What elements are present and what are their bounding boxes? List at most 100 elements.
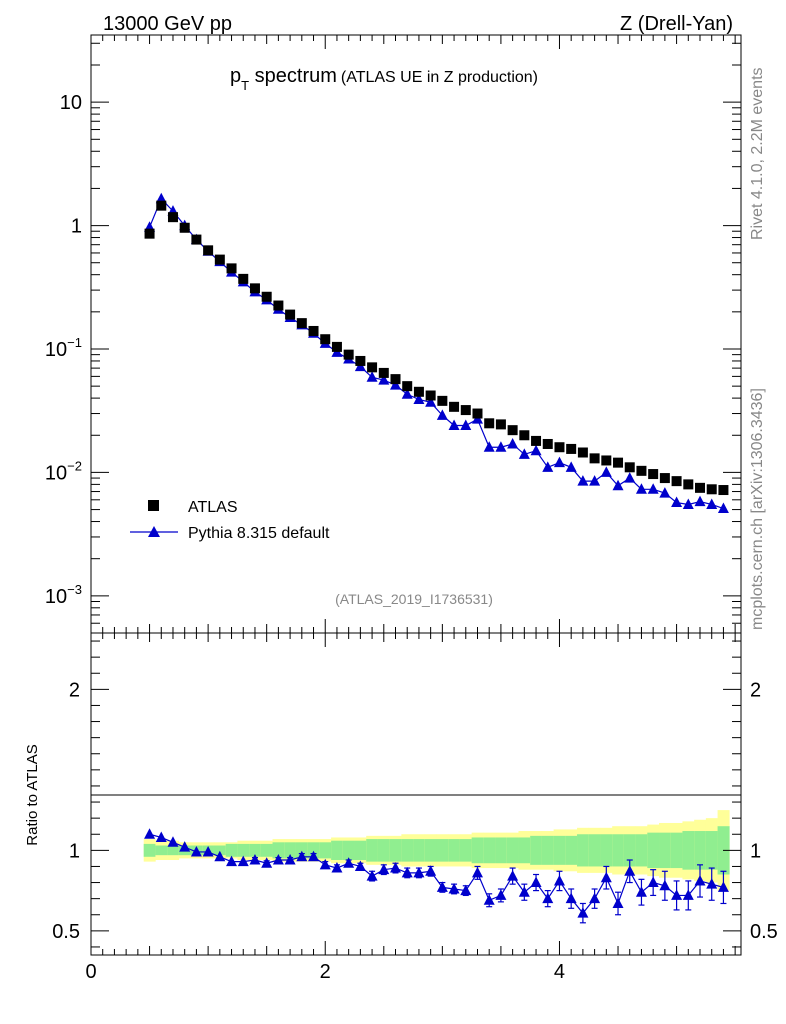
band-inner-bin	[623, 834, 636, 867]
atlas-point	[425, 390, 436, 401]
pythia-point	[612, 479, 624, 491]
pythia-point	[518, 448, 530, 459]
band-inner-bin	[459, 839, 472, 862]
ratio-point	[635, 886, 647, 897]
y-tick-label: 1	[71, 216, 82, 238]
band-inner-bin	[143, 843, 156, 857]
atlas-point	[343, 349, 354, 360]
band-inner-bin	[670, 832, 683, 869]
atlas-point	[613, 457, 624, 468]
ratio-y-tick-label-right: 0.5	[750, 921, 778, 943]
axis-ticks	[90, 35, 741, 955]
atlas-point	[695, 482, 706, 493]
band-inner-bin	[167, 845, 180, 856]
atlas-point	[413, 386, 424, 397]
pythia-point	[647, 483, 659, 494]
legend-marker-atlas	[148, 500, 159, 511]
ratio-point	[390, 862, 402, 873]
band-inner-bin	[377, 839, 390, 862]
x-tick-label: 0	[85, 961, 96, 983]
atlas-point	[683, 479, 694, 490]
ratio-point	[671, 889, 683, 900]
atlas-point	[554, 442, 565, 453]
ratio-point	[425, 865, 437, 876]
atlas-point	[601, 455, 612, 466]
atlas-point	[144, 228, 155, 239]
band-inner-bin	[635, 834, 648, 867]
ratio-point	[249, 854, 261, 865]
atlas-point	[296, 318, 307, 329]
atlas-point	[589, 453, 600, 464]
plot-title-p: p	[230, 65, 241, 87]
band-inner-bin	[354, 840, 367, 861]
atlas-point	[355, 355, 366, 366]
ratio-point	[436, 881, 448, 892]
atlas-point	[191, 234, 202, 245]
ratio-point	[659, 879, 671, 891]
ratio-point	[354, 860, 366, 871]
pythia-point	[378, 374, 390, 385]
band-inner-bin	[436, 839, 449, 862]
ratio-point	[331, 862, 343, 873]
ratio-point	[237, 855, 249, 867]
atlas-point	[566, 443, 577, 454]
band-inner-bin	[647, 832, 660, 869]
pythia-point	[366, 371, 378, 382]
pythia-point	[425, 396, 437, 407]
analysis-id: (ATLAS_2019_I1736531)	[335, 591, 493, 607]
header-left: 13000 GeV pp	[103, 13, 232, 35]
ratio-ylabel: Ratio to ATLAS	[24, 744, 41, 845]
ratio-point	[495, 889, 507, 900]
ratio-point	[401, 866, 413, 878]
atlas-point	[531, 435, 542, 446]
pythia-point	[507, 437, 519, 449]
ratio-point	[518, 886, 530, 897]
ratio-y-tick-label-left: 2	[69, 679, 80, 701]
atlas-point	[367, 362, 378, 373]
ratio-point	[682, 889, 694, 900]
band-inner-bin	[237, 843, 250, 857]
pythia-point	[155, 192, 167, 204]
ratio-point	[167, 836, 179, 847]
ratio-point	[589, 892, 601, 904]
legend-marker-pythia	[148, 526, 160, 537]
atlas-point	[648, 469, 659, 480]
legend-label-pythia: Pythia 8.315 default	[188, 525, 330, 542]
plot-title-rest: spectrum	[249, 65, 337, 87]
band-inner-bin	[705, 831, 718, 870]
band-inner-bin	[307, 842, 320, 859]
ratio-point	[202, 845, 214, 857]
pythia-point	[682, 498, 694, 509]
ratio-point	[226, 855, 238, 867]
pythia-line	[149, 197, 724, 510]
atlas-point	[460, 405, 471, 416]
band-inner-bin	[401, 839, 414, 862]
atlas-point	[402, 381, 413, 392]
band-inner-bin	[565, 835, 578, 865]
atlas-point	[226, 263, 237, 274]
band-inner-bin	[495, 837, 508, 864]
header-right: Z (Drell-Yan)	[620, 13, 733, 35]
rivet-label: Rivet 4.1.0, 2.2M events	[749, 67, 766, 240]
ratio-point	[553, 874, 565, 886]
ratio-point	[308, 850, 320, 862]
band-inner-bin	[319, 842, 332, 859]
ratio-point	[144, 828, 156, 839]
band-inner-bin	[518, 837, 531, 864]
atlas-point	[238, 273, 249, 284]
pythia-point	[577, 475, 589, 486]
pythia-point	[635, 483, 647, 494]
pythia-point	[448, 419, 460, 430]
band-inner-bin	[295, 842, 308, 859]
ratio-y-tick-label-left: 1	[69, 840, 80, 862]
band-inner-bin	[553, 835, 566, 865]
band-inner-bin	[331, 840, 344, 861]
ratio-point	[600, 871, 612, 883]
band-inner-bin	[483, 837, 496, 864]
pythia-point	[483, 441, 495, 452]
band-inner-bin	[272, 842, 285, 859]
pythia-point	[460, 419, 472, 430]
band-inner-bin	[342, 840, 355, 861]
band-inner-bin	[506, 837, 519, 864]
pythia-point	[542, 461, 554, 472]
